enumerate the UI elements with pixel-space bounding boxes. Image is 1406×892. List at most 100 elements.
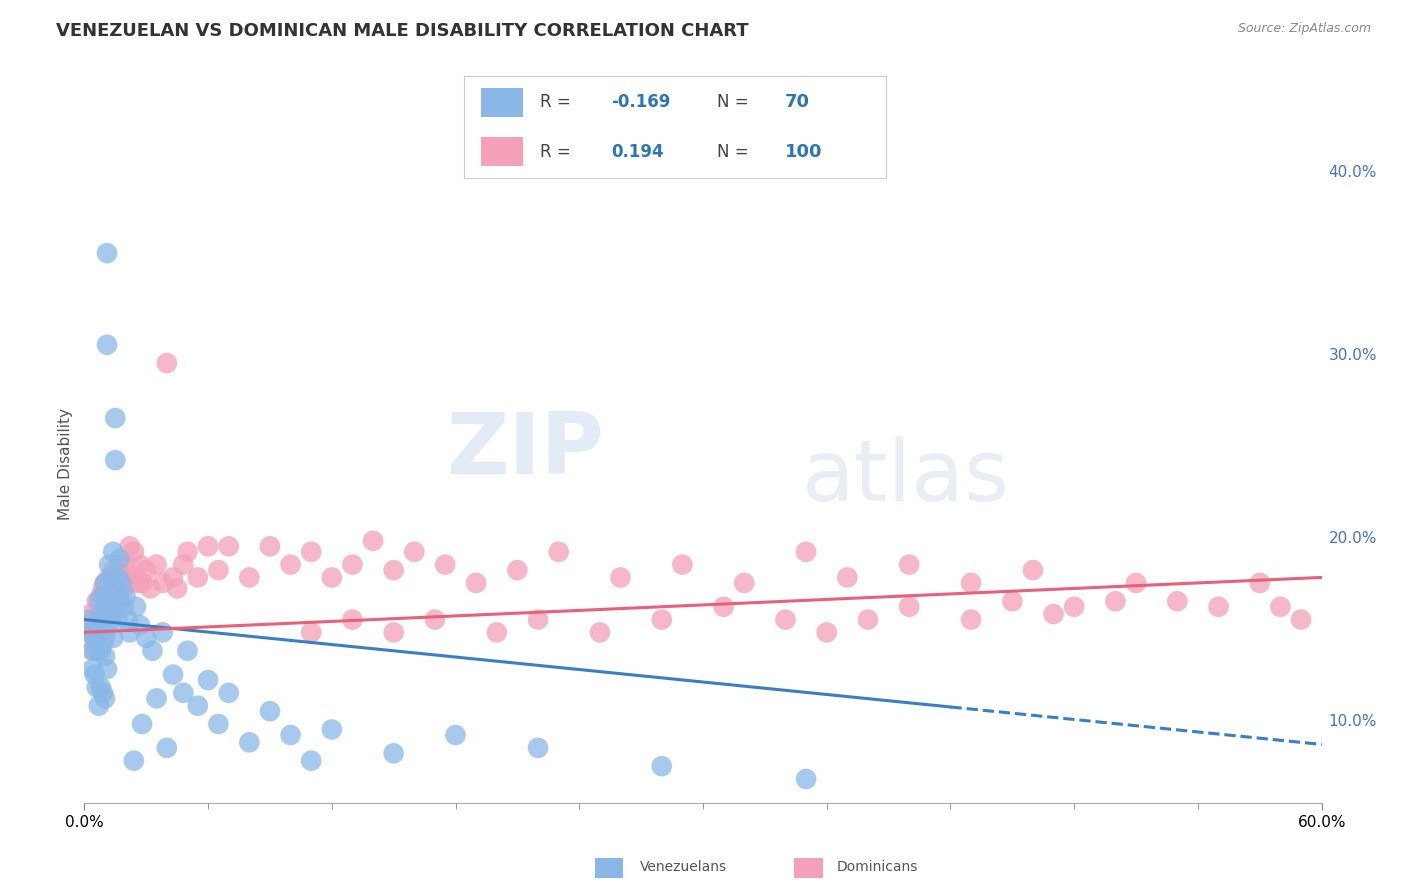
Point bbox=[82, 644, 104, 658]
Point bbox=[197, 539, 219, 553]
Point bbox=[100, 570, 122, 584]
Point bbox=[82, 625, 104, 640]
Point bbox=[108, 552, 131, 566]
Text: 100: 100 bbox=[785, 143, 823, 161]
Text: atlas: atlas bbox=[801, 436, 1010, 519]
Point bbox=[87, 594, 110, 608]
Point bbox=[135, 563, 157, 577]
Point bbox=[91, 582, 114, 596]
Point bbox=[444, 728, 467, 742]
Text: -0.169: -0.169 bbox=[612, 94, 671, 112]
Point bbox=[112, 582, 135, 596]
Point bbox=[94, 631, 117, 645]
Point bbox=[118, 539, 141, 553]
Point bbox=[382, 747, 405, 761]
Point bbox=[100, 613, 122, 627]
Text: Venezuelans: Venezuelans bbox=[640, 860, 727, 874]
Point bbox=[547, 545, 569, 559]
Point bbox=[342, 613, 364, 627]
Point bbox=[83, 636, 105, 650]
Point bbox=[651, 759, 673, 773]
Point bbox=[218, 686, 240, 700]
Point bbox=[108, 594, 131, 608]
Point bbox=[259, 539, 281, 553]
Point bbox=[121, 570, 143, 584]
Point bbox=[94, 576, 117, 591]
Point bbox=[112, 599, 135, 614]
Point bbox=[671, 558, 693, 572]
Point bbox=[82, 644, 104, 658]
Point bbox=[960, 576, 983, 591]
Point bbox=[651, 613, 673, 627]
Point bbox=[103, 563, 125, 577]
Point bbox=[280, 558, 302, 572]
Point bbox=[280, 728, 302, 742]
Point bbox=[238, 735, 260, 749]
Point bbox=[110, 570, 132, 584]
Bar bbox=[481, 88, 523, 117]
Point bbox=[382, 563, 405, 577]
Point bbox=[105, 563, 128, 577]
Point bbox=[125, 599, 148, 614]
Point bbox=[91, 686, 114, 700]
Point bbox=[125, 570, 148, 584]
Point bbox=[321, 723, 343, 737]
Point bbox=[775, 613, 797, 627]
Point bbox=[733, 576, 755, 591]
Point bbox=[77, 625, 100, 640]
Point bbox=[135, 631, 157, 645]
Point bbox=[238, 570, 260, 584]
Point bbox=[898, 599, 921, 614]
Point bbox=[176, 644, 198, 658]
Point bbox=[83, 667, 105, 681]
Point bbox=[299, 545, 322, 559]
Point bbox=[361, 533, 384, 548]
Point bbox=[207, 563, 229, 577]
Point bbox=[207, 717, 229, 731]
Point bbox=[117, 613, 139, 627]
Point bbox=[104, 570, 127, 584]
Point bbox=[96, 607, 118, 621]
Point bbox=[117, 576, 139, 591]
Text: N =: N = bbox=[717, 143, 754, 161]
Point bbox=[1022, 563, 1045, 577]
Point bbox=[114, 558, 136, 572]
Point bbox=[131, 717, 153, 731]
Point bbox=[103, 582, 125, 596]
Point bbox=[105, 594, 128, 608]
Point bbox=[1249, 576, 1271, 591]
Point bbox=[172, 558, 194, 572]
Point bbox=[141, 644, 163, 658]
Point bbox=[794, 545, 817, 559]
Point bbox=[485, 625, 508, 640]
Point bbox=[187, 698, 209, 713]
Point bbox=[527, 613, 550, 627]
Point bbox=[96, 662, 118, 676]
Point bbox=[465, 576, 488, 591]
Point bbox=[90, 644, 112, 658]
Point bbox=[122, 545, 145, 559]
Point bbox=[100, 607, 122, 621]
Point bbox=[176, 545, 198, 559]
Point bbox=[342, 558, 364, 572]
Point bbox=[218, 539, 240, 553]
Point bbox=[166, 582, 188, 596]
Point bbox=[79, 625, 101, 640]
Point bbox=[898, 558, 921, 572]
Point bbox=[104, 453, 127, 467]
Point bbox=[145, 558, 167, 572]
Point bbox=[108, 558, 131, 572]
Point bbox=[299, 625, 322, 640]
Point bbox=[434, 558, 457, 572]
Point bbox=[815, 625, 838, 640]
Point bbox=[87, 644, 110, 658]
Point bbox=[1063, 599, 1085, 614]
Point bbox=[96, 576, 118, 591]
Point bbox=[187, 570, 209, 584]
Point bbox=[156, 356, 179, 370]
Point bbox=[94, 599, 117, 614]
Text: 0.194: 0.194 bbox=[612, 143, 664, 161]
Point bbox=[98, 558, 121, 572]
Point bbox=[103, 594, 125, 608]
Point bbox=[1208, 599, 1230, 614]
